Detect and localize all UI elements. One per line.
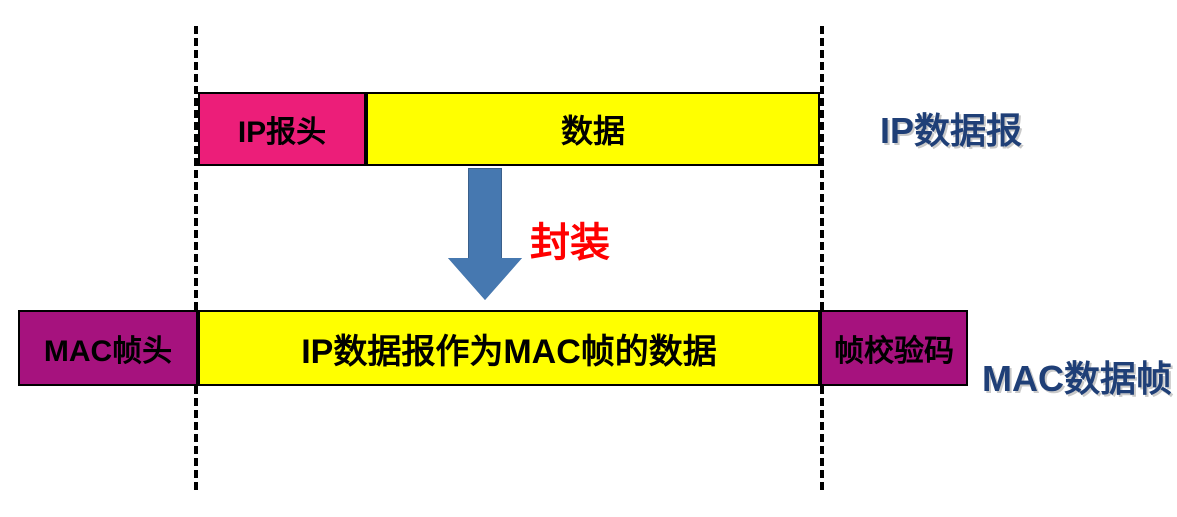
mac-header-label: MAC帧头 — [44, 326, 172, 370]
encapsulation-label: 封装 — [530, 210, 610, 268]
ip-datagram-label: IP数据报 — [880, 102, 1022, 154]
ip-data-label: 数据 — [561, 106, 625, 152]
ip-header-box: IP报头 — [198, 92, 366, 166]
mac-fcs-box: 帧校验码 — [820, 310, 968, 386]
guide-line-right — [820, 26, 824, 490]
mac-frame-label: MAC数据帧 — [982, 350, 1172, 402]
ip-data-box: 数据 — [366, 92, 820, 166]
mac-payload-box: IP数据报作为MAC帧的数据 — [198, 310, 820, 386]
mac-header-box: MAC帧头 — [18, 310, 198, 386]
mac-payload-label: IP数据报作为MAC帧的数据 — [301, 324, 717, 373]
encapsulation-arrow-icon — [448, 168, 522, 300]
diagram-canvas: IP报头 数据 IP数据报 封装 MAC帧头 IP数据报作为MAC帧的数据 帧校… — [0, 0, 1177, 517]
mac-fcs-label: 帧校验码 — [834, 326, 954, 370]
ip-header-label: IP报头 — [238, 107, 326, 151]
